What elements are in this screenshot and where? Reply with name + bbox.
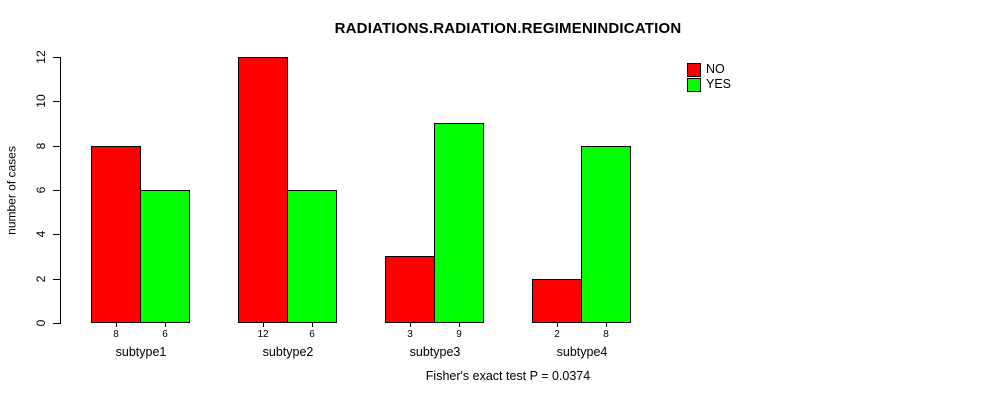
bar-value-label: 8 [603,329,609,340]
bar-value-label: 6 [162,329,168,340]
bar-value-label: 8 [113,329,119,340]
bar-subtype3-no [385,256,435,323]
y-axis-tick [53,146,60,147]
bar-subtype4-yes [581,146,631,323]
category-label-subtype4: subtype4 [556,345,608,359]
y-axis-tick-label: 0 [34,319,48,327]
y-axis-tick [53,57,60,58]
y-axis-tick [53,101,60,102]
bar-subtype3-yes [434,123,484,323]
bar-subtype1-yes [140,190,190,323]
y-axis-tick-label: 2 [34,275,48,283]
y-axis-line [60,57,61,324]
y-axis-tick [53,279,60,280]
legend-swatch-yes [687,77,701,92]
legend-item-no: NO [687,62,731,77]
bar-center-tick [116,323,117,327]
legend-swatch-no [687,62,701,77]
bar-center-tick [263,323,264,327]
y-axis-tick-label: 6 [34,186,48,194]
bar-center-tick [410,323,411,327]
legend-item-yes: YES [687,77,731,92]
bar-value-label: 12 [257,329,269,340]
bar-value-label: 6 [309,329,315,340]
y-axis-tick-label: 10 [34,94,48,108]
y-axis-tick-label: 4 [34,230,48,238]
caption-text: Fisher's exact test P = 0.0374 [425,369,591,383]
chart-title: RADIATIONS.RADIATION.REGIMENINDICATION [334,20,682,37]
legend: NO YES [687,62,731,92]
y-axis-tick [53,190,60,191]
bar-center-tick [557,323,558,327]
category-label-subtype1: subtype1 [115,345,167,359]
bar-value-label: 3 [407,329,413,340]
bar-center-tick [459,323,460,327]
y-axis-tick-label: 12 [34,50,48,64]
bar-subtype2-no [238,57,288,323]
category-label-subtype3: subtype3 [409,345,461,359]
bar-center-tick [606,323,607,327]
y-axis-tick [53,323,60,324]
y-axis-title: number of cases [4,146,19,235]
bar-subtype1-no [91,146,141,323]
y-axis-tick [53,234,60,235]
bar-value-label: 2 [554,329,560,340]
bar-subtype4-no [532,279,582,323]
bar-center-tick [165,323,166,327]
bar-center-tick [312,323,313,327]
category-label-subtype2: subtype2 [262,345,314,359]
legend-label-yes: YES [706,77,732,91]
y-axis-tick-label: 8 [34,142,48,150]
legend-label-no: NO [706,62,725,76]
bar-value-label: 9 [456,329,462,340]
bar-subtype2-yes [287,190,337,323]
